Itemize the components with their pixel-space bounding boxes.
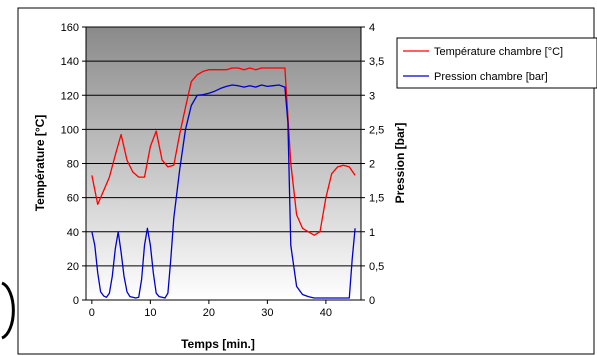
tick-label-x: 40 xyxy=(320,307,332,319)
x-axis-title: Temps [min.] xyxy=(181,337,255,351)
tick-label-left: 40 xyxy=(67,227,79,239)
tick-label-left: 80 xyxy=(67,159,79,171)
tick-label-right: 3,5 xyxy=(369,56,384,68)
x-axis-ticks: 0 10 20 30 40 xyxy=(89,300,332,319)
tick-label-left: 160 xyxy=(61,22,79,34)
tick-label-right: 2 xyxy=(369,159,375,171)
tick-label-right: 0 xyxy=(369,295,375,307)
series-line-pressure xyxy=(91,84,356,299)
left-axis-ticks: 0 20 40 60 80 100 120 140 160 xyxy=(61,22,86,307)
series-line-temperature xyxy=(91,67,356,236)
tick-label-left: 0 xyxy=(73,295,79,307)
y-axis-title-right: Pression [bar] xyxy=(393,123,407,204)
tick-label-right: 4 xyxy=(369,22,375,34)
tick-label-left: 100 xyxy=(61,124,79,136)
tick-label-left: 140 xyxy=(61,56,79,68)
tick-label-x: 0 xyxy=(89,307,95,319)
tick-label-right: 2,5 xyxy=(369,124,384,136)
legend-box xyxy=(396,37,597,89)
legend-label-temperature: Température chambre [°C] xyxy=(434,46,563,58)
edge-circle-artifact xyxy=(1,281,15,340)
tick-label-x: 20 xyxy=(203,307,215,319)
tick-label-left: 60 xyxy=(67,193,79,205)
tick-label-right: 3 xyxy=(369,90,375,102)
series-layer xyxy=(91,67,356,299)
right-axis-ticks: 0 0,5 1 1,5 2 2,5 3 3,5 4 xyxy=(361,22,384,307)
y-axis-title-left: Température [°C] xyxy=(33,115,47,212)
legend-label-pressure: Pression chambre [bar] xyxy=(434,71,548,83)
tick-label-right: 1,5 xyxy=(369,193,384,205)
tick-label-x: 10 xyxy=(144,307,156,319)
tick-label-x: 30 xyxy=(261,307,273,319)
tick-label-left: 20 xyxy=(67,261,79,273)
tick-label-right: 0,5 xyxy=(369,261,384,273)
tick-label-right: 1 xyxy=(369,227,375,239)
tick-label-left: 120 xyxy=(61,90,79,102)
legend: Température chambre [°C] Pression chambr… xyxy=(396,37,597,89)
gridlines xyxy=(86,26,361,267)
